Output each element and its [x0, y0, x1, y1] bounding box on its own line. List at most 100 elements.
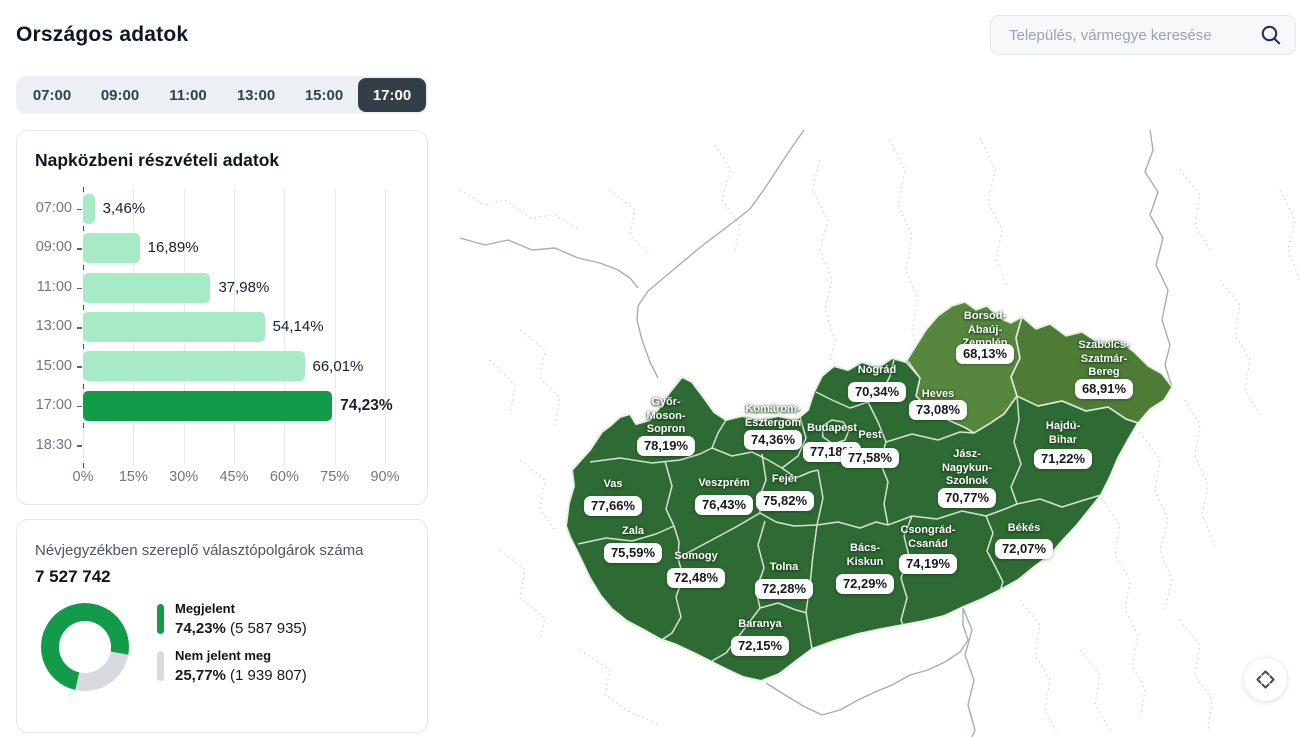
county-name-line: Komárom-: [745, 403, 801, 415]
county-value-fejer[interactable]: 75,82%: [755, 491, 815, 511]
county-value-zala[interactable]: 75,59%: [603, 543, 663, 563]
county-name-line: Hajdú-: [1045, 420, 1081, 432]
county-fejer[interactable]: Fejér: [772, 473, 798, 487]
x-axis-label-60-: 60%: [269, 469, 299, 485]
participation-title: Napközbeni részvételi adatok: [35, 150, 280, 170]
county-value-veszprem[interactable]: 76,43%: [694, 495, 754, 515]
county-name-line: Tolna: [769, 561, 799, 573]
search-box[interactable]: [990, 15, 1296, 55]
y-axis-tick: [77, 366, 82, 368]
county-name-line: Bács-: [850, 542, 880, 554]
county-name-line: Fejér: [771, 473, 799, 485]
expand-button[interactable]: [1244, 658, 1287, 701]
x-axis-label-45-: 45%: [219, 469, 249, 485]
bar-row-07-00: 3,46%: [83, 189, 385, 228]
bar-09-00[interactable]: [83, 233, 140, 264]
expand-icon: [1256, 670, 1275, 689]
county-budapest[interactable]: Budapest: [807, 422, 857, 436]
legend-value: 25,77% (1 939 807): [175, 667, 307, 684]
county-tolna[interactable]: Tolna: [770, 561, 799, 575]
county-name-line: Szolnok: [945, 475, 989, 487]
bar-value-13-00: 54,14%: [272, 318, 324, 336]
county-value-nograd[interactable]: 70,34%: [847, 382, 907, 402]
legend-text: Nem jelent meg 25,77% (1 939 807): [175, 648, 307, 684]
bar-13-00[interactable]: [83, 311, 265, 342]
bar-value-09-00: 16,89%: [147, 239, 199, 257]
bar-row-11-00: 37,98%: [83, 268, 385, 307]
y-axis-tick: [77, 405, 82, 408]
bar-value-07-00: 3,46%: [102, 200, 146, 217]
tab-09-00[interactable]: 09:00: [86, 78, 154, 112]
county-name-line: Szabolcs-: [1078, 339, 1130, 351]
axis-tick: [82, 304, 84, 310]
county-value-szabolcs-szatmar-bereg[interactable]: 68,91%: [1074, 379, 1134, 399]
bar-row-15-00: 66,01%: [83, 347, 385, 386]
tab-07-00[interactable]: 07:00: [18, 78, 86, 112]
turnout-donut-chart: [41, 603, 129, 691]
county-name-line: Veszprém: [698, 477, 750, 489]
county-value-pest[interactable]: 77,58%: [840, 448, 900, 468]
county-hajdu-bihar[interactable]: Hajdú- Bihar: [1046, 420, 1080, 447]
tab-11-00[interactable]: 11:00: [154, 78, 222, 112]
county-vas[interactable]: Vas: [604, 478, 623, 492]
county-jasz-nagykun-szolnok[interactable]: Jász- Nagykun- Szolnok: [942, 448, 992, 489]
county-value-heves[interactable]: 73,08%: [908, 400, 968, 420]
county-value-bacs-kiskun[interactable]: 72,29%: [835, 574, 895, 594]
county-value-hajdu-bihar[interactable]: 71,22%: [1033, 449, 1093, 469]
county-value-gyor-moson-sopron[interactable]: 78,19%: [636, 436, 696, 456]
bar-11-00[interactable]: [83, 272, 211, 303]
county-value-csongrad-csanad[interactable]: 74,19%: [898, 554, 958, 574]
county-nograd[interactable]: Nógrád: [858, 364, 897, 378]
participation-card: Napközbeni részvételi adatok 07:00 09:00 1…: [16, 130, 428, 505]
axis-tick: [82, 344, 84, 350]
county-value-jasz-nagykun-szolnok[interactable]: 70,77%: [937, 488, 997, 508]
legend-label: Nem jelent meg: [175, 648, 272, 663]
tab-17-00[interactable]: 17:00: [358, 78, 426, 112]
bar-value-17-00: 74,23%: [340, 397, 393, 415]
county-value-bekes[interactable]: 72,07%: [994, 539, 1054, 559]
county-name-line: Jász-: [953, 448, 981, 460]
gridline: [334, 189, 336, 465]
county-bacs-kiskun[interactable]: Bács- Kiskun: [847, 542, 884, 569]
county-name-line: Nagykun-: [941, 461, 993, 474]
bar-15-00[interactable]: [83, 351, 305, 382]
axis-tick: [82, 462, 84, 468]
x-axis: 0% 15% 30% 45% 60% 75% 90%: [73, 469, 400, 489]
county-value-baranya[interactable]: 72,15%: [730, 636, 790, 656]
search-input[interactable]: [1007, 25, 1259, 45]
county-value-borsod-abauj-zemplen[interactable]: 68,13%: [955, 344, 1015, 364]
plot-area: 3,46% 16,89% 37,98% 54,14% 66,01% 74,23%: [82, 186, 393, 468]
y-axis-tick: [77, 208, 82, 211]
y-axis-tick: [77, 287, 82, 290]
county-name-line: Nógrád: [857, 364, 897, 376]
bar-17-00[interactable]: [83, 390, 333, 421]
bar-07-00[interactable]: [83, 193, 95, 224]
county-veszprem[interactable]: Veszprém: [698, 477, 749, 491]
axis-tick: [82, 383, 84, 389]
county-komarom-esztergom[interactable]: Komárom- Esztergom: [745, 403, 801, 430]
county-heves[interactable]: Heves: [922, 388, 954, 402]
county-bekes[interactable]: Békés: [1008, 522, 1040, 536]
county-csongrad-csanad[interactable]: Csongrád- Csanád: [901, 524, 956, 551]
county-somogy[interactable]: Somogy: [674, 550, 717, 564]
tab-15-00[interactable]: 15:00: [290, 78, 358, 112]
county-name-line: Abaúj-: [967, 323, 1003, 336]
county-value-vas[interactable]: 77,66%: [583, 496, 643, 516]
hungary-map[interactable]: Győr- Moson- Sopron 78,19% Komárom- Esztergom…: [460, 130, 1300, 737]
search-icon[interactable]: [1259, 23, 1283, 47]
county-name-line: Csanád: [908, 537, 948, 550]
time-tabs: 07:00 09:00 11:00 13:00 15:00 17:00: [16, 76, 428, 114]
county-name-line: Pest: [858, 429, 882, 441]
county-szabolcs-szatmar-bereg[interactable]: Szabolcs- Szatmár- Bereg: [1078, 339, 1129, 380]
county-gyor-moson-sopron[interactable]: Győr- Moson- Sopron: [646, 396, 685, 437]
county-value-somogy[interactable]: 72,48%: [666, 568, 726, 588]
county-value-komarom-esztergom[interactable]: 74,36%: [743, 430, 803, 450]
county-pest[interactable]: Pest: [858, 429, 881, 443]
neighbor-country-borders: [460, 130, 1173, 737]
county-baranya[interactable]: Baranya: [738, 618, 781, 632]
county-value-tolna[interactable]: 72,28%: [754, 579, 814, 599]
tab-13-00[interactable]: 13:00: [222, 78, 290, 112]
county-zala[interactable]: Zala: [622, 525, 644, 539]
legend-count: (5 587 935): [225, 620, 307, 637]
